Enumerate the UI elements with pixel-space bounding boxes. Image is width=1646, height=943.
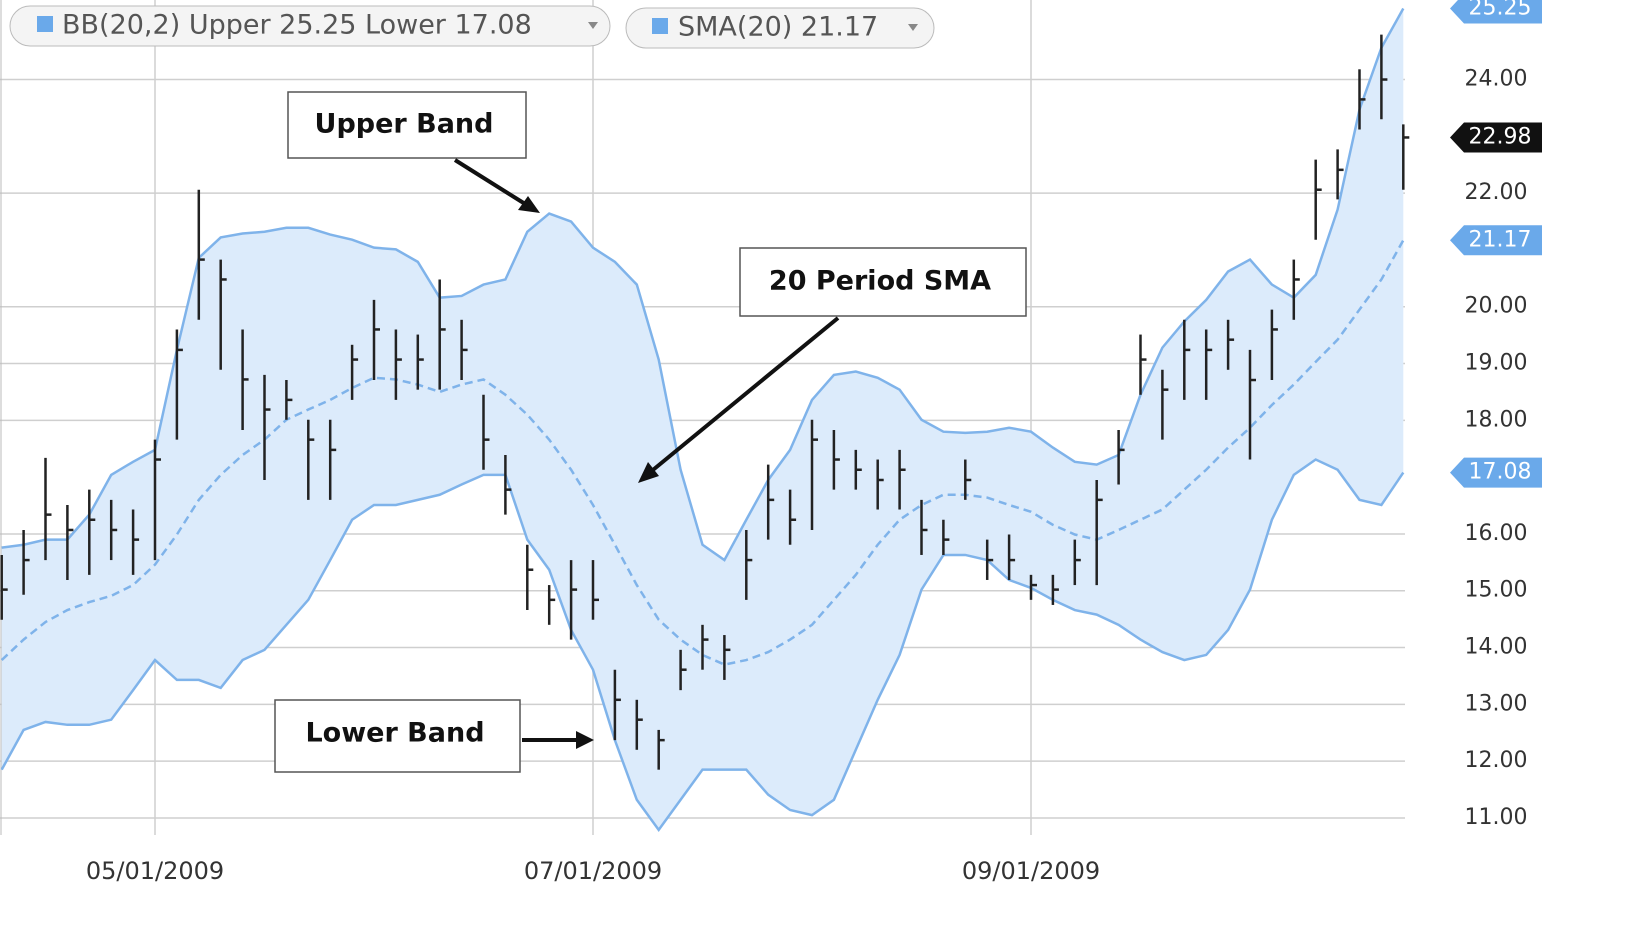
y-tick-label: 12.00 (1465, 748, 1528, 773)
y-tick-label: 15.00 (1465, 578, 1528, 603)
price-marker (1450, 225, 1542, 256)
annotation-box (739, 247, 1027, 317)
arrow-head (518, 196, 540, 213)
dropdown-icon (588, 22, 598, 29)
x-tick-label: 07/01/2009 (524, 857, 662, 885)
legend-entry: SMA(20) 21.17 (678, 12, 878, 43)
price-marker-label: 17.08 (1469, 460, 1532, 485)
band-fill (1, 8, 1404, 830)
annotation: Lower Band (305, 718, 484, 749)
band-line (0, 239, 1405, 666)
annotation: 20 Period SMA (769, 266, 991, 297)
y-tick-label: 20.00 (1465, 294, 1528, 319)
y-tick-label: 22.00 (1465, 180, 1528, 205)
y-tick-label: 24.00 (1465, 67, 1528, 92)
legend-swatch (37, 16, 53, 32)
band-line (1, 7, 1405, 562)
plot-area: 11.00 12.00 13.00 14.00 15.00 16.00 18.00 19.00… (0, 0, 1542, 885)
annotation-box (274, 699, 521, 773)
price-marker-label: 21.17 (1469, 227, 1532, 252)
price-marker (1450, 457, 1542, 488)
arrow (646, 316, 840, 476)
x-tick-label: 05/01/2009 (86, 857, 224, 885)
annotation: Upper Band (315, 109, 494, 140)
price-marker (1450, 0, 1542, 24)
price-marker-label: 25.25 (1469, 0, 1532, 21)
price-marker-label: 22.98 (1469, 124, 1532, 149)
annotation-box (287, 91, 527, 159)
y-tick-label: 19.00 (1465, 351, 1528, 376)
legend-pill[interactable] (9, 5, 611, 47)
overlay: Upper Band 20 Period SMA Lower Band BB(2… (9, 5, 1027, 773)
legend-entry: BB(20,2) Upper 25.25 Lower 17.08 (62, 10, 532, 41)
x-tick-label: 09/01/2009 (962, 857, 1100, 885)
arrow (453, 158, 532, 209)
price-marker (1450, 122, 1542, 153)
band-line (0, 458, 1405, 833)
arrow-head (576, 731, 594, 749)
y-tick-label: 18.00 (1465, 407, 1528, 432)
y-tick-label: 11.00 (1465, 805, 1528, 830)
dropdown-icon (908, 24, 918, 31)
y-tick-label: 16.00 (1465, 521, 1528, 546)
arrow-head (638, 462, 659, 483)
legend-pill[interactable] (625, 7, 935, 49)
legend-swatch (652, 18, 668, 34)
y-tick-label: 14.00 (1465, 635, 1528, 660)
y-tick-label: 13.00 (1465, 691, 1528, 716)
